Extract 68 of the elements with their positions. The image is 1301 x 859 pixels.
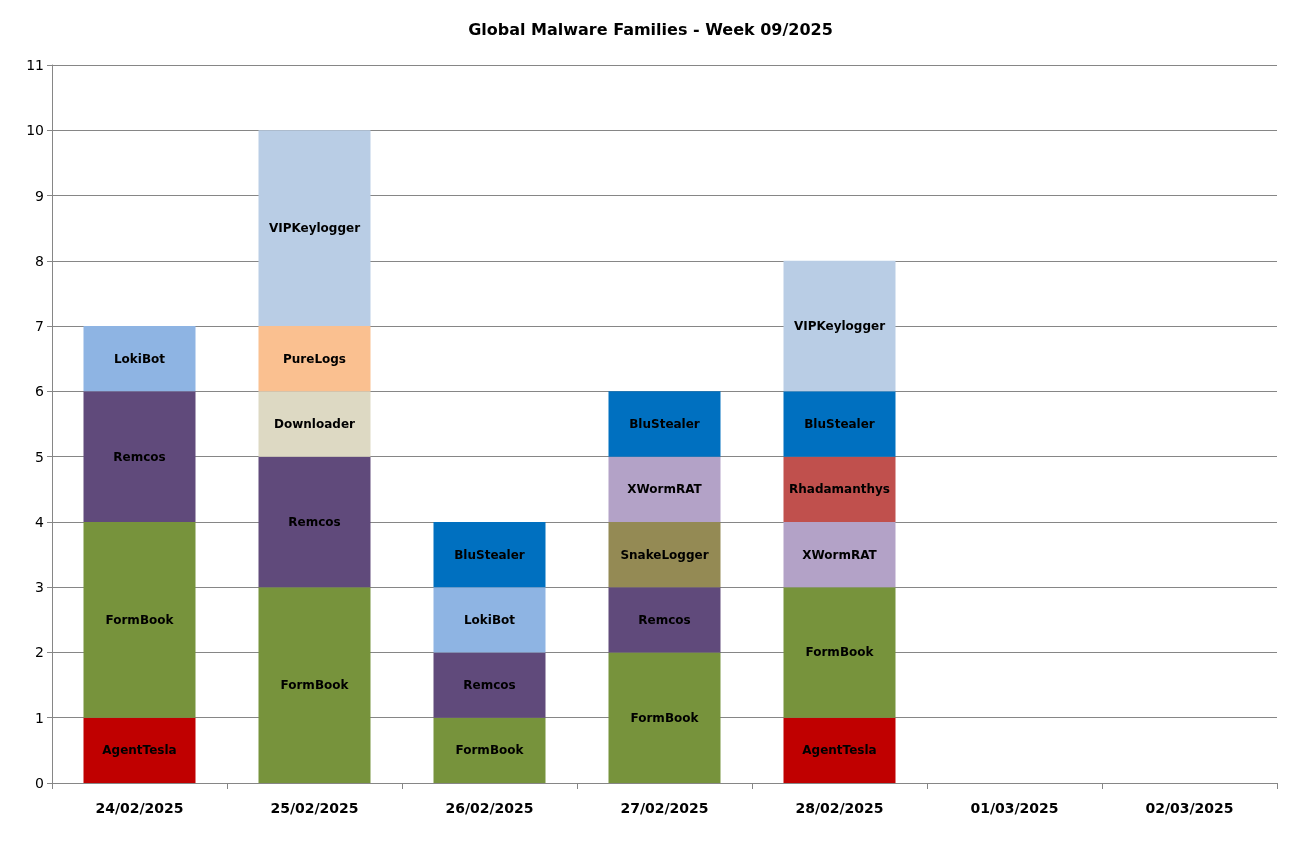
bar — [258, 130, 371, 327]
text: FormBook — [280, 678, 349, 693]
bar — [83, 521, 196, 718]
text: LokiBot — [463, 612, 516, 627]
y-tick-label: 0 — [35, 775, 44, 791]
bar — [608, 391, 721, 457]
text: Remcos — [113, 449, 166, 464]
y-tick-label: 8 — [35, 252, 44, 269]
bar — [83, 391, 196, 522]
text: BluStealer — [629, 417, 700, 431]
series-label: Rhadamanthys — [789, 482, 890, 497]
text: FormBook — [630, 710, 699, 725]
x-tick-label: 27/02/2025 — [620, 800, 709, 816]
bar — [433, 652, 546, 718]
bar — [783, 260, 896, 392]
y-tick-label: 6 — [35, 383, 45, 400]
bar — [783, 391, 896, 457]
x-tick-label: 01/03/2025 — [970, 800, 1059, 816]
bar — [783, 717, 896, 783]
series-label: XWormRAT — [627, 482, 703, 497]
bar — [258, 587, 371, 783]
bar — [608, 587, 721, 653]
bar — [433, 521, 546, 588]
text: Remcos — [463, 678, 516, 693]
bar — [433, 587, 546, 653]
bar — [783, 587, 896, 718]
bar — [258, 391, 371, 457]
bar — [433, 717, 546, 783]
bar — [608, 456, 721, 522]
series-label: Downloader — [274, 417, 356, 431]
x-tick-label: 02/03/2025 — [1145, 800, 1234, 816]
x-tick-label: 28/02/2025 — [795, 800, 884, 816]
x-tick-label: 26/02/2025 — [445, 800, 534, 816]
bar — [83, 326, 196, 392]
series-label: PureLogs — [282, 351, 347, 366]
text: AgentTesla — [102, 743, 177, 758]
y-tick-label: 5 — [35, 448, 44, 465]
text: FormBook — [455, 743, 524, 758]
y-tick-label: 10 — [26, 122, 44, 139]
series-label: SnakeLogger — [620, 547, 709, 562]
series-label: BluStealer — [454, 547, 525, 562]
series-label: Remcos — [638, 612, 691, 627]
y-tick-label: 3 — [35, 579, 44, 596]
y-tick-label: 1 — [35, 709, 44, 726]
text: FormBook — [805, 645, 874, 660]
text: VIPKeylogger — [793, 319, 886, 334]
y-tick-label: 9 — [35, 187, 44, 204]
bar — [258, 456, 371, 588]
bar — [608, 521, 721, 588]
bar — [783, 521, 896, 588]
bar — [783, 456, 896, 522]
y-tick-label: 4 — [35, 513, 45, 530]
x-tick-label: 25/02/2025 — [270, 800, 359, 816]
chart-title: Global Malware Families - Week 09/2025 — [468, 19, 833, 39]
text: BluStealer — [804, 417, 875, 431]
bar — [608, 652, 721, 783]
y-tick-label: 2 — [35, 644, 44, 661]
series-label: AgentTesla — [802, 743, 877, 758]
y-tick-label: 11 — [26, 57, 44, 73]
y-tick-label: 7 — [35, 318, 44, 335]
series-label: FormBook — [105, 612, 175, 627]
text: Remcos — [288, 514, 341, 529]
bar — [83, 717, 196, 783]
bar — [258, 326, 371, 392]
x-tick-label: 24/02/2025 — [95, 800, 184, 816]
series-label: LokiBot — [113, 351, 166, 366]
series-label: VIPKeylogger — [268, 221, 361, 236]
text: XWormRAT — [802, 547, 877, 562]
